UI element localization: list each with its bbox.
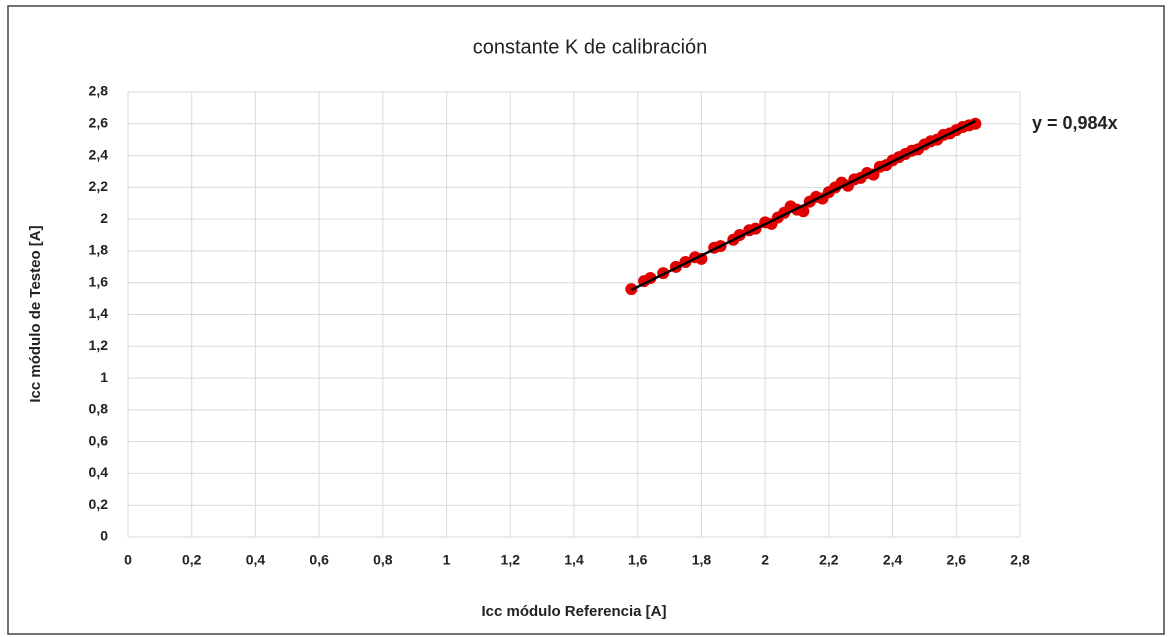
- y-tick-label: 0,8: [89, 401, 109, 417]
- x-tick-label: 1: [443, 552, 451, 568]
- y-tick-label: 0: [100, 528, 108, 544]
- chart-title: constante K de calibración: [473, 36, 708, 58]
- x-tick-label: 1,8: [692, 552, 712, 568]
- y-tick-label: 2,6: [89, 114, 109, 130]
- y-tick-label: 0,4: [89, 464, 109, 480]
- x-tick-label: 0,4: [246, 552, 266, 568]
- x-tick-label: 1,6: [628, 552, 648, 568]
- x-tick-label: 0,2: [182, 552, 202, 568]
- y-tick-label: 2,2: [89, 178, 109, 194]
- y-tick-label: 0,6: [89, 432, 109, 448]
- y-tick-label: 2: [100, 210, 108, 226]
- x-tick-label: 0: [124, 552, 132, 568]
- x-axis-label: Icc módulo Referencia [A]: [481, 603, 666, 620]
- y-tick-label: 2,4: [89, 146, 109, 162]
- y-tick-label: 1,4: [89, 305, 109, 321]
- x-tick-label: 1,4: [564, 552, 584, 568]
- x-tick-label: 2,8: [1010, 552, 1030, 568]
- x-tick-label: 2,4: [883, 552, 903, 568]
- y-axis-label: Icc módulo de Testeo [A]: [27, 225, 44, 402]
- x-tick-label: 2,2: [819, 552, 839, 568]
- y-tick-label: 0,2: [89, 496, 109, 512]
- y-tick-label: 1,6: [89, 273, 109, 289]
- x-tick-label: 0,8: [373, 552, 393, 568]
- x-tick-label: 1,2: [501, 552, 521, 568]
- trendline-label: y = 0,984x: [1032, 113, 1118, 133]
- y-tick-label: 1,2: [89, 337, 109, 353]
- trendline: [630, 119, 976, 292]
- y-tick-label: 1,8: [89, 242, 109, 258]
- chart-border: [7, 5, 1165, 635]
- x-tick-label: 2: [761, 552, 769, 568]
- x-tick-label: 2,6: [947, 552, 967, 568]
- y-tick-label: 2,8: [89, 83, 109, 99]
- point: [969, 117, 982, 130]
- x-tick-label: 0,6: [309, 552, 329, 568]
- y-tick-label: 1: [100, 369, 108, 385]
